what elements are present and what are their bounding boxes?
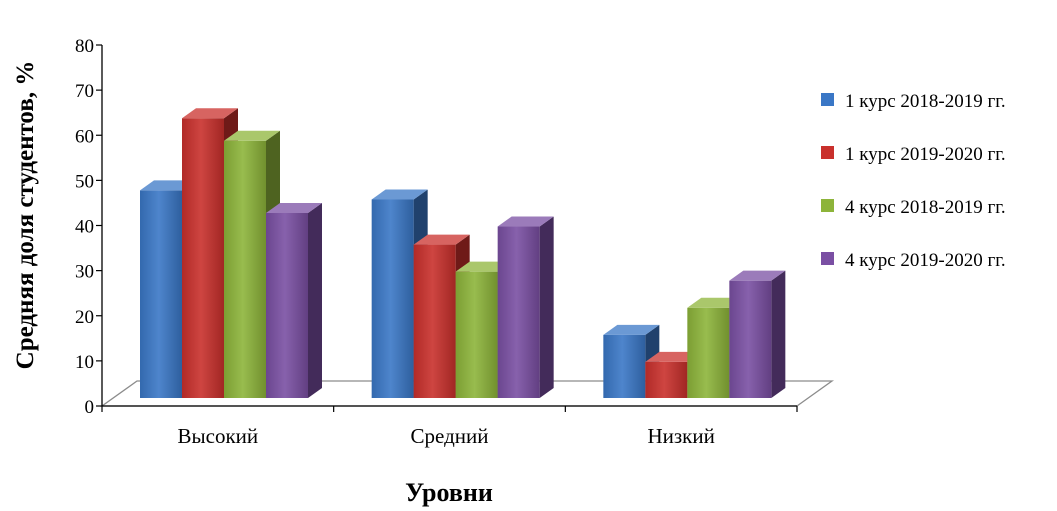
x-category-label: Высокий [178, 424, 259, 448]
y-tick-label: 20 [75, 307, 94, 328]
bar-front [182, 118, 224, 398]
y-axis-title: Средняя доля студентов, % [12, 61, 39, 370]
bar-front [371, 199, 414, 398]
y-tick-label: 60 [75, 126, 94, 147]
x-axis-title: Уровни [405, 478, 493, 507]
bar-front [224, 140, 266, 398]
legend-label: 1 курс 2019-2020 гг. [845, 144, 1006, 165]
bar-top [497, 216, 554, 227]
legend-item: 4 курс 2019-2020 гг. [821, 250, 1006, 271]
y-tick-label: 40 [75, 217, 94, 238]
bar-top [224, 130, 280, 141]
bar-top [371, 189, 428, 200]
bar-front [729, 280, 772, 398]
legend-swatch [821, 93, 834, 106]
bar-front [645, 361, 688, 398]
legend-swatch [821, 146, 834, 159]
legend-item: 1 курс 2019-2020 гг. [821, 144, 1006, 165]
y-tick-label: 30 [75, 262, 94, 283]
y-tick-label: 80 [75, 36, 94, 57]
y-tick-label: 50 [75, 171, 94, 192]
bar-front [266, 212, 308, 398]
bar-front [687, 307, 730, 398]
legend-item: 1 курс 2018-2019 гг. [821, 91, 1006, 112]
legend-label: 4 курс 2019-2020 гг. [845, 250, 1006, 271]
bar-3-4 [729, 270, 786, 398]
bar-top [266, 202, 322, 213]
bar-front [497, 226, 540, 398]
y-tick-label: 0 [85, 397, 95, 418]
legend-swatch [821, 252, 834, 265]
bar-top [182, 108, 238, 119]
legend-swatch [821, 199, 834, 212]
bar-2-4 [497, 216, 554, 398]
bar-1-4 [266, 202, 322, 398]
bar-top [413, 234, 470, 245]
legend-label: 1 курс 2018-2019 гг. [845, 91, 1006, 112]
y-tick-label: 10 [75, 352, 94, 373]
x-category-label: Средний [411, 424, 489, 448]
bar-side [539, 216, 554, 398]
legend-label: 4 курс 2018-2019 гг. [845, 197, 1006, 218]
bar-side [308, 202, 322, 398]
bar-front [603, 334, 646, 398]
bar-front [455, 271, 498, 398]
x-category-label: Низкий [647, 424, 714, 448]
bar-front [140, 190, 182, 398]
y-tick-label: 70 [75, 81, 94, 102]
bar-front [413, 244, 456, 398]
bar-top [729, 270, 786, 281]
bar-top [603, 324, 660, 335]
bar-side [771, 270, 786, 398]
legend-item: 4 курс 2018-2019 гг. [821, 197, 1006, 218]
